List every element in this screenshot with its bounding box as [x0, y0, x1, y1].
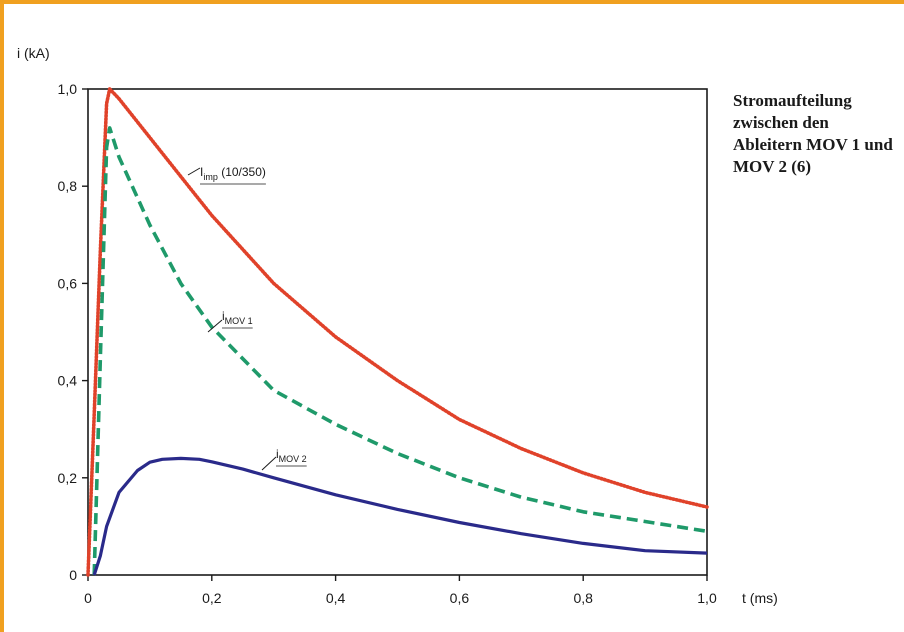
y-tick-label: 0,4	[58, 373, 78, 389]
series-line-1	[92, 126, 708, 576]
series-label-leader	[261, 456, 277, 471]
series-label-2: iMOV 2	[276, 447, 307, 464]
tick-group: 0 0,2 0,4 0,6 0,8 1,0 0 0,2 0,4 0,6 0,8 1,0	[58, 81, 717, 606]
series-label-main: I	[200, 165, 203, 179]
x-tick-label: 0,8	[573, 590, 593, 606]
series-label-1: iMOV 1	[222, 309, 253, 326]
series-label-subscript: MOV 2	[279, 454, 307, 464]
series-line-0	[86, 87, 709, 577]
plot-frame	[87, 88, 708, 576]
x-tick-label: 0	[84, 590, 92, 606]
x-tick-label: 0,6	[450, 590, 470, 606]
series-label-0: Iimp (10/350)	[200, 165, 266, 182]
x-tick-label: 0,4	[326, 590, 346, 606]
y-tick-label: 0,8	[58, 178, 78, 194]
series-label-subscript: imp	[203, 172, 218, 182]
series-label-main: i	[222, 309, 225, 323]
series-label-leader	[187, 167, 201, 176]
x-axis-label: t (ms)	[742, 590, 778, 606]
y-tick-label: 0,2	[58, 470, 78, 486]
y-tick-label: 0	[69, 567, 77, 583]
y-axis-label: i (kA)	[17, 45, 50, 61]
series-group	[86, 87, 709, 577]
axes	[87, 88, 708, 576]
y-tick-label: 1,0	[58, 81, 78, 97]
series-line-2	[92, 456, 708, 576]
series-label-leader	[207, 319, 223, 333]
y-tick-label: 0,6	[58, 275, 78, 291]
x-tick-label: 0,2	[202, 590, 222, 606]
figure-caption: Stromaufteilung zwischen den Ableitern M…	[733, 91, 893, 176]
x-tick-label: 1,0	[697, 590, 717, 606]
series-label-suffix: (10/350)	[218, 165, 266, 179]
series-label-main: i	[276, 447, 279, 461]
frame-top-border	[0, 0, 904, 4]
frame-left-border	[0, 0, 4, 632]
series-label-subscript: MOV 1	[225, 316, 253, 326]
